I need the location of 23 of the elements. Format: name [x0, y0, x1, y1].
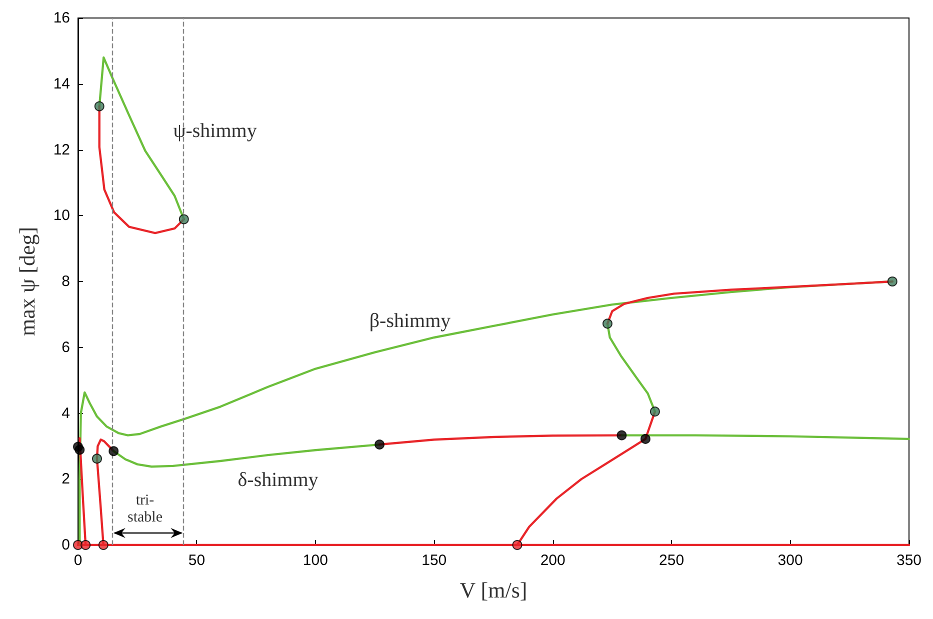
y-tick-label: 8 [62, 273, 70, 290]
annotation: ψ-shimmy [173, 120, 257, 142]
y-tick-label: 2 [62, 470, 70, 488]
x-tick-label: 150 [422, 552, 447, 569]
annotation: tri- stable [128, 492, 163, 526]
x-axis-title: V [m/s] [460, 578, 528, 602]
y-tick-label: 14 [53, 75, 70, 92]
annotation: β-shimmy [369, 310, 451, 332]
y-tick-label: 6 [62, 338, 70, 356]
x-tick-label: 0 [74, 552, 82, 569]
x-tick-label: 200 [540, 552, 566, 569]
y-tick-label: 16 [53, 10, 70, 26]
x-tick-label: 100 [302, 552, 328, 569]
x-tick-label: 300 [778, 552, 803, 569]
y-tick-label: 12 [53, 141, 70, 158]
x-tick-label: 250 [659, 552, 684, 569]
annotation: δ-shimmy [238, 469, 318, 491]
y-tick-label: 10 [53, 207, 70, 224]
y-tick-label: 0 [62, 536, 70, 554]
y-axis-title: max ψ [deg] [14, 226, 40, 336]
x-tick-label: 50 [188, 552, 206, 569]
y-tick-label: 4 [62, 404, 70, 422]
x-tick-label: 350 [896, 552, 922, 569]
